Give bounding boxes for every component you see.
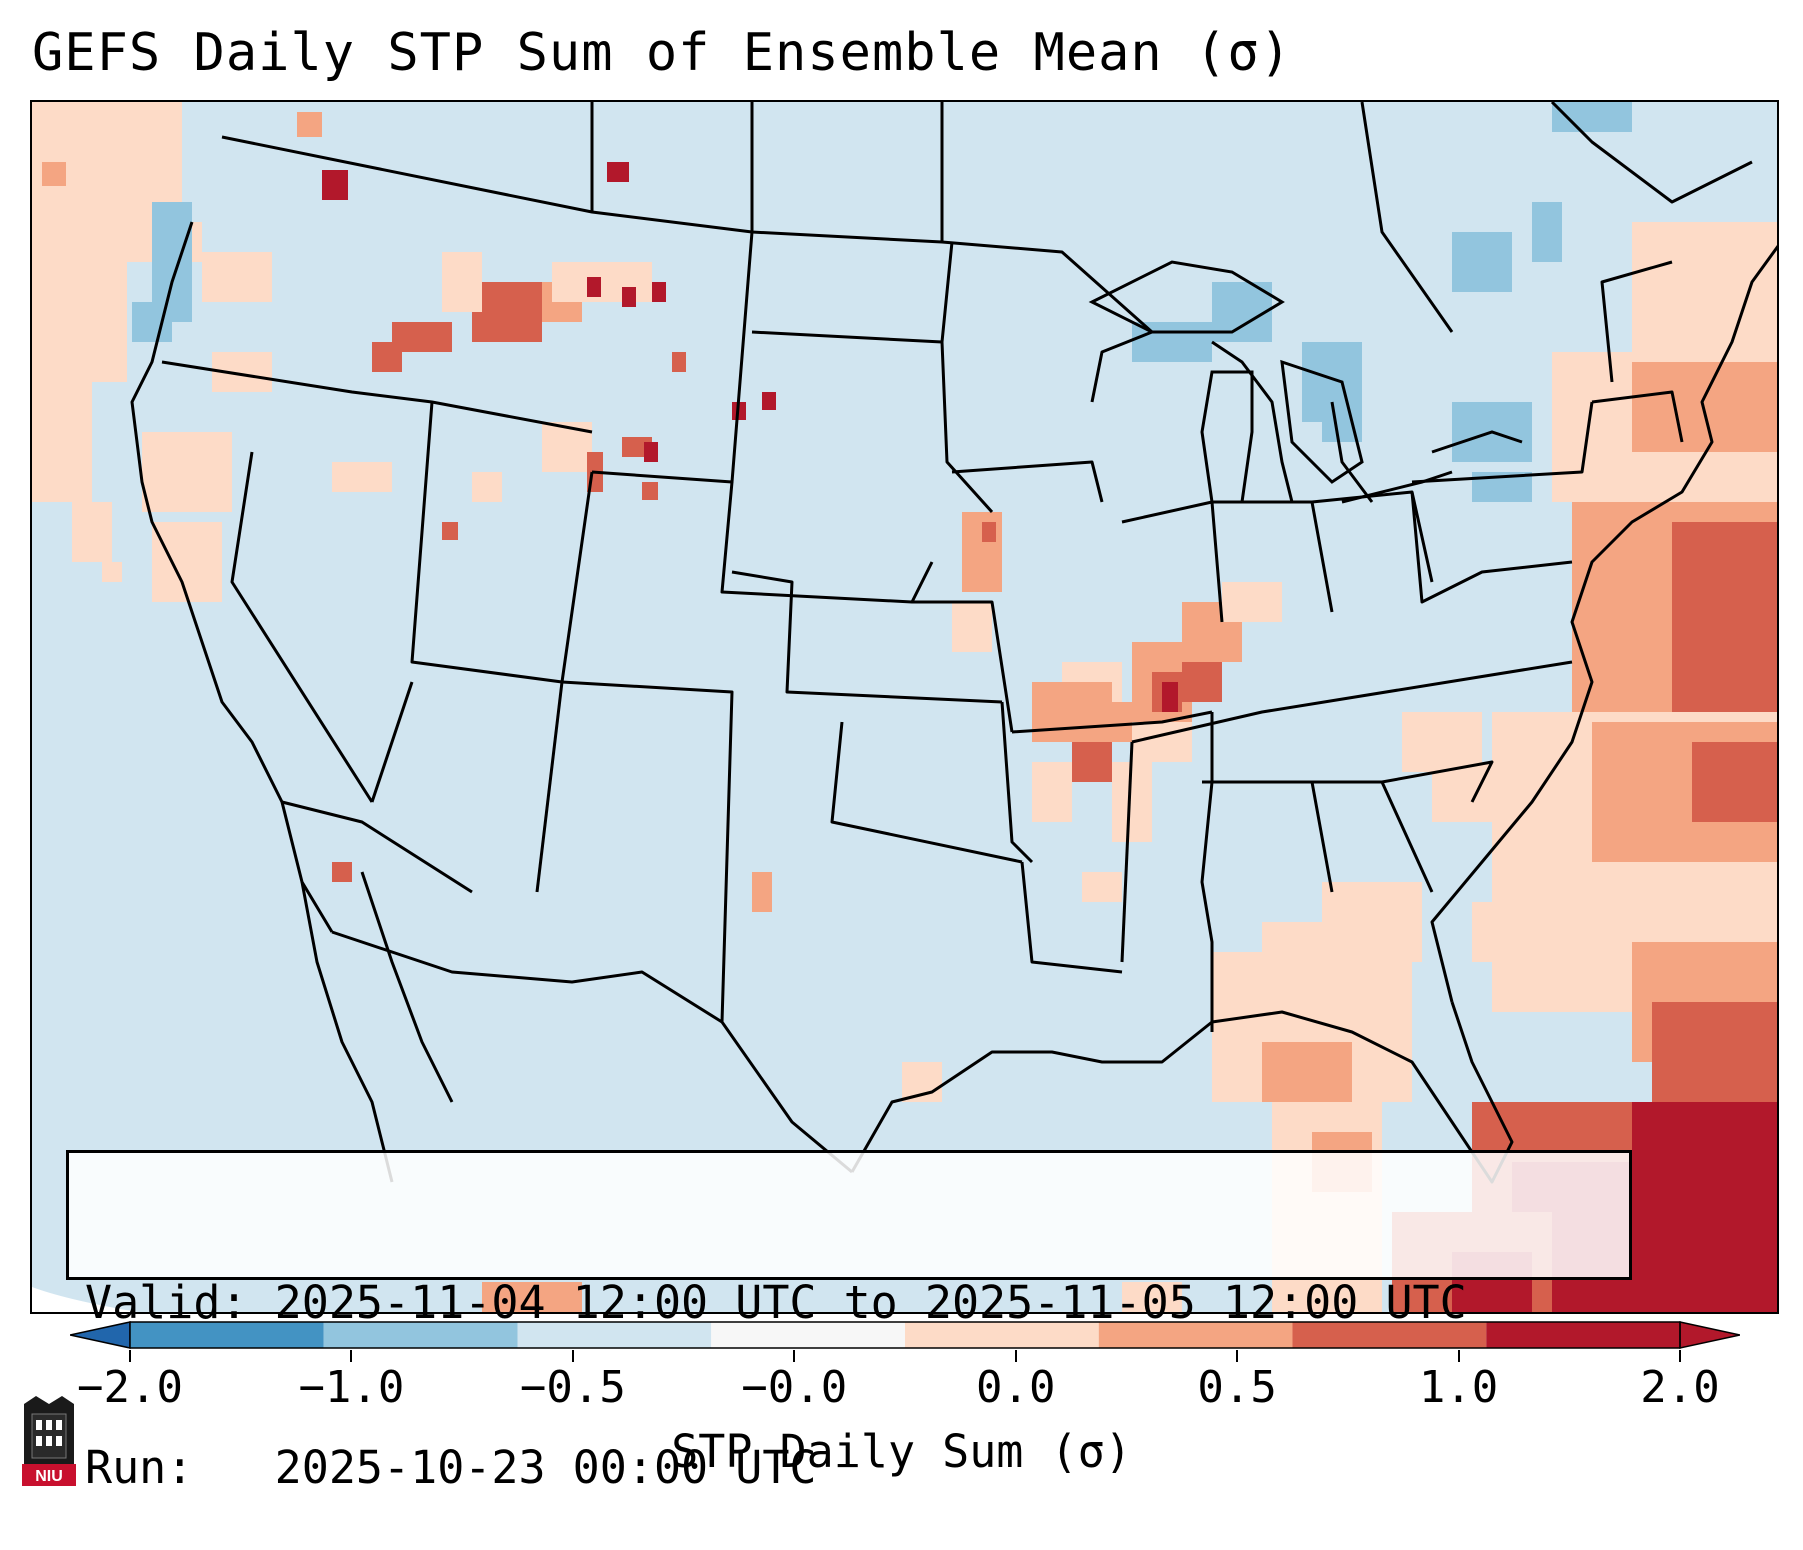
map-canvas (32, 102, 1777, 1312)
colorbar-tick-label: −2.0 (77, 1362, 183, 1413)
colorbar-segment (1292, 1322, 1487, 1348)
colorbar-segment (517, 1322, 712, 1348)
valid-row: Valid: 2025-11-04 12:00 UTC to 2025-11-0… (85, 1275, 1613, 1330)
colorbar-segment (1098, 1322, 1293, 1348)
colorbar-tick-mark (129, 1350, 131, 1362)
anomaly-field (32, 102, 1777, 1312)
colorbar-tick-mark (350, 1350, 353, 1362)
great-lakes (1088, 260, 1523, 504)
run-value: 2025-10-23 00:00 UTC (274, 1441, 817, 1494)
colorbar-tick-label: 2.0 (1640, 1362, 1720, 1413)
colorbar-segment (711, 1322, 905, 1348)
colorbar-tick-mark (571, 1350, 574, 1362)
colorbar (70, 1318, 1740, 1352)
colorbar-tick-mark (1679, 1350, 1681, 1362)
colorbar-tick-label: −0.0 (741, 1362, 848, 1413)
colorbar-tick-label: −1.0 (298, 1362, 405, 1413)
colorbar-tick-mark (1457, 1350, 1460, 1362)
page-title: GEFS Daily STP Sum of Ensemble Mean (σ) (32, 23, 1292, 83)
valid-run-info-box: Valid: 2025-11-04 12:00 UTC to 2025-11-0… (66, 1150, 1632, 1494)
colorbar-svg (70, 1321, 1740, 1349)
colorbar-tick-label: 0.0 (975, 1362, 1056, 1413)
colorbar-tick-label: 1.0 (1418, 1362, 1499, 1413)
colorbar-tick-mark (1236, 1350, 1239, 1362)
colorbar-tick-mark (793, 1350, 796, 1362)
run-label: Run: (85, 1441, 194, 1494)
valid-label: Valid: (85, 1276, 248, 1329)
colorbar-label: STP Daily Sum (σ) (671, 1425, 1132, 1478)
logo-text: NIU (35, 1468, 63, 1485)
colorbar-segment (1486, 1322, 1680, 1348)
colorbar-extend-high (1679, 1321, 1740, 1349)
colorbar-tick-label: 0.5 (1197, 1362, 1277, 1413)
valid-value: 2025-11-04 12:00 UTC to 2025-11-05 12:00… (274, 1276, 1467, 1329)
colorbar-segment (130, 1322, 324, 1348)
colorbar-tick-mark (1014, 1350, 1017, 1362)
colorbar-border (129, 1321, 1681, 1349)
map-panel[interactable] (30, 100, 1779, 1314)
colorbar-tick-label: −0.5 (519, 1362, 626, 1413)
colorbar-segment (323, 1322, 518, 1348)
run-row: Run: 2025-10-23 00:00 UTC (85, 1440, 1613, 1495)
niu-logo-icon: NIU (22, 1396, 76, 1486)
colorbar-extend-low (70, 1321, 131, 1349)
colorbar-segment (905, 1322, 1099, 1348)
colorbar-ticks: −2.0 −1.0 −0.5 −0.0 0.0 0.5 1.0 2.0 (0, 1350, 1803, 1430)
